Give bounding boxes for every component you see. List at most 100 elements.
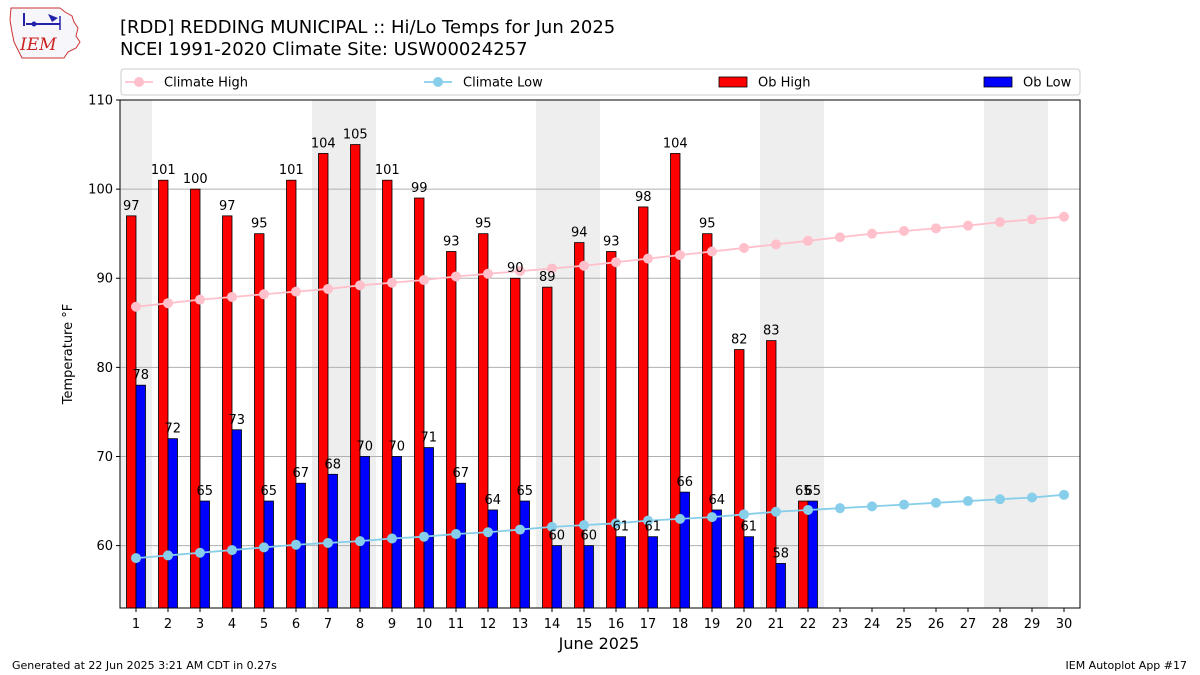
x-tick-label: 22 (800, 617, 817, 632)
ob-high-bar (190, 188, 201, 609)
iem-logo: IEM (9, 7, 81, 59)
ob-high-bar (638, 206, 649, 609)
x-tick-label: 16 (608, 617, 625, 632)
climate-high-point (547, 263, 557, 274)
climate-high-point (579, 260, 589, 271)
x-tick-label: 19 (704, 617, 721, 632)
climate-low-point (899, 499, 909, 510)
climate-high-point (771, 239, 781, 250)
x-tick-label: 14 (544, 617, 561, 632)
climate-low-point (227, 545, 237, 556)
x-tick-label: 23 (832, 617, 849, 632)
x-tick-label: 5 (260, 617, 268, 632)
climate-low-point (579, 520, 589, 531)
ob-high-bar (766, 340, 777, 609)
ob-low-bar (775, 563, 786, 609)
climate-low-point (739, 509, 749, 520)
climate-high-point (323, 283, 333, 294)
climate-low-point (195, 547, 205, 558)
x-tick-label: 30 (1056, 617, 1073, 632)
ob-high-label: 95 (475, 217, 492, 232)
climate-low-point (355, 536, 365, 547)
ob-high-bar (158, 179, 169, 609)
ob-low-bar (807, 500, 818, 609)
climate-high-point (643, 253, 653, 264)
ob-high-label: 93 (603, 235, 620, 250)
ob-low-label: 64 (708, 493, 725, 508)
x-tick-label: 4 (228, 617, 236, 632)
ob-low-label: 78 (132, 368, 149, 383)
ob-low-bar (391, 456, 402, 609)
ob-low-bar (519, 500, 530, 609)
ob-high-label: 97 (219, 199, 236, 214)
climate-low-point (483, 527, 493, 538)
ob-low-label: 58 (772, 546, 789, 561)
ob-high-label: 100 (183, 172, 208, 187)
ob-low-bar (455, 482, 466, 609)
climate-high-point (931, 223, 941, 234)
ob-high-legend-swatch (718, 76, 748, 88)
ob-high-legend-label: Ob High (758, 76, 811, 91)
climate-low-point (1059, 489, 1069, 500)
ob-high-label: 94 (571, 226, 588, 241)
ob-high-label: 65 (795, 484, 812, 499)
y-tick-label: 80 (96, 361, 113, 376)
climate-low-point (963, 496, 973, 507)
ob-high-bar (798, 500, 809, 609)
ob-low-label: 70 (388, 439, 405, 454)
ob-high-bar (446, 251, 457, 609)
ob-high-label: 104 (311, 136, 336, 151)
climate-low-point (931, 497, 941, 508)
climate-high-point (419, 275, 429, 286)
climate-low-point (835, 503, 845, 514)
climate-high-line (135, 215, 1065, 308)
ob-high-bar (542, 286, 553, 609)
ob-low-label: 65 (804, 484, 821, 499)
ob-low-label: 66 (676, 475, 693, 490)
y-tick-label: 60 (96, 539, 113, 554)
ob-low-bar (263, 500, 274, 609)
climate-low-point (419, 531, 429, 542)
y-axis-label: Temperature °F (61, 304, 76, 405)
climate-high-point (451, 271, 461, 282)
climate-high-point (707, 246, 717, 257)
ob-low-label: 60 (548, 529, 565, 544)
x-tick-label: 24 (864, 617, 881, 632)
x-tick-label: 27 (960, 617, 977, 632)
y-tick-label: 110 (88, 94, 113, 109)
climate-high-point (963, 220, 973, 231)
climate-high-point (803, 235, 813, 246)
ob-low-label: 67 (292, 466, 309, 481)
ob-low-label: 60 (580, 529, 597, 544)
climate-low-point (995, 494, 1005, 505)
ob-low-label: 61 (740, 520, 757, 535)
x-tick-label: 3 (196, 617, 204, 632)
climate-low-point (323, 537, 333, 548)
weekend-shade (984, 100, 1016, 608)
climate-low-point (611, 518, 621, 529)
svg-text:IEM: IEM (19, 35, 57, 55)
ob-low-label: 70 (356, 439, 373, 454)
ob-high-label: 97 (123, 199, 140, 214)
x-tick-label: 29 (1024, 617, 1041, 632)
chart-subtitle: NCEI 1991-2020 Climate Site: USW00024257 (120, 39, 528, 60)
ob-high-label: 95 (251, 217, 268, 232)
climate-high-point (835, 232, 845, 243)
ob-low-bar (647, 536, 658, 609)
ob-low-label: 65 (516, 484, 533, 499)
climate-low-point (515, 524, 525, 535)
climate-high-point (291, 286, 301, 297)
x-tick-label: 12 (480, 617, 497, 632)
ob-low-bar (679, 491, 690, 609)
x-tick-label: 15 (576, 617, 593, 632)
ob-high-bar (574, 242, 585, 609)
ob-low-bar (711, 509, 722, 609)
climate-low-point (1027, 492, 1037, 503)
ob-low-bar (551, 545, 562, 609)
climate-low-legend-label: Climate Low (463, 76, 543, 91)
ob-high-label: 89 (539, 270, 556, 285)
x-tick-label: 25 (896, 617, 913, 632)
ob-low-label: 64 (484, 493, 501, 508)
x-tick-label: 13 (512, 617, 529, 632)
